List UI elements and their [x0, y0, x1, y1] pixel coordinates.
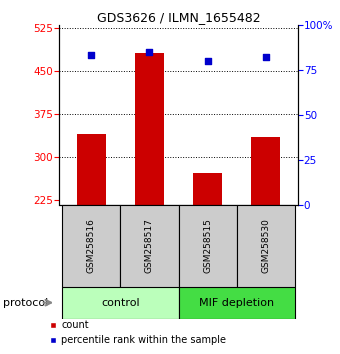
Bar — [135, 53, 164, 205]
Point — [263, 55, 268, 60]
Text: GSM258515: GSM258515 — [203, 218, 212, 274]
Bar — [251, 137, 280, 205]
Text: GSM258516: GSM258516 — [87, 218, 96, 274]
Title: GDS3626 / ILMN_1655482: GDS3626 / ILMN_1655482 — [97, 11, 260, 24]
FancyBboxPatch shape — [178, 287, 294, 319]
FancyBboxPatch shape — [237, 205, 294, 287]
Bar — [77, 134, 106, 205]
FancyBboxPatch shape — [178, 205, 237, 287]
Point — [147, 49, 152, 55]
Legend: count, percentile rank within the sample: count, percentile rank within the sample — [46, 316, 230, 349]
FancyBboxPatch shape — [63, 287, 178, 319]
Text: GSM258530: GSM258530 — [261, 218, 270, 274]
Text: MIF depletion: MIF depletion — [199, 298, 274, 308]
FancyBboxPatch shape — [120, 205, 178, 287]
Text: control: control — [101, 298, 140, 308]
Point — [205, 58, 210, 64]
Text: GSM258517: GSM258517 — [145, 218, 154, 274]
FancyBboxPatch shape — [63, 205, 120, 287]
Point — [89, 53, 94, 58]
Bar — [193, 173, 222, 205]
Text: protocol: protocol — [3, 298, 49, 308]
